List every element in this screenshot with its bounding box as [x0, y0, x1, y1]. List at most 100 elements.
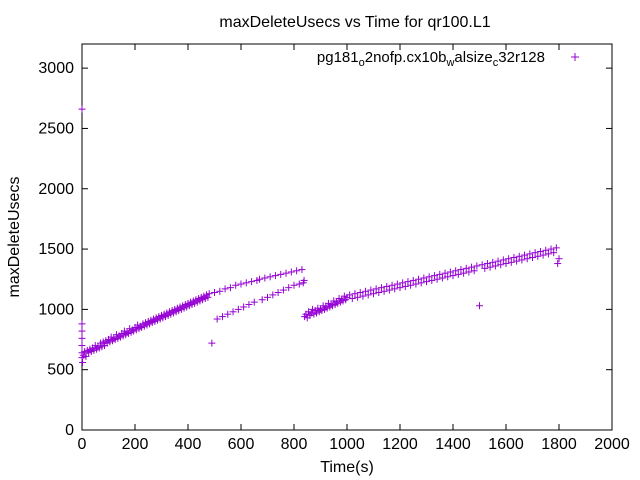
- data-point: [393, 280, 401, 288]
- data-point: [483, 260, 491, 268]
- data-point: [476, 302, 483, 310]
- data-point: [364, 291, 372, 299]
- data-point: [237, 280, 245, 288]
- data-point: [204, 293, 212, 301]
- data-point: [457, 266, 465, 274]
- data-point: [78, 334, 86, 342]
- data-point: [407, 281, 415, 289]
- x-axis-title: Time(s): [320, 459, 374, 476]
- data-point: [481, 264, 489, 272]
- plot-frame: [81, 43, 613, 431]
- data-point: [264, 293, 271, 301]
- data-point: [430, 272, 438, 280]
- x-tick-label: 800: [281, 436, 308, 453]
- data-point: [505, 255, 513, 263]
- data-point: [258, 296, 266, 304]
- y-axis-title: maxDeleteUsecs: [6, 177, 23, 298]
- data-point: [362, 287, 370, 295]
- data-point: [438, 274, 446, 282]
- data-point: [285, 284, 293, 292]
- data-point: [282, 269, 290, 277]
- data-point: [279, 286, 287, 294]
- data-point: [372, 285, 380, 293]
- data-point: [555, 255, 563, 263]
- y-tick-label: 2500: [38, 120, 74, 137]
- data-point: [213, 315, 221, 323]
- data-point: [354, 293, 362, 301]
- x-axis-ticks: 0 200 400 600 800 1000 1200 1400 1600 1800 2000: [78, 44, 630, 453]
- data-point: [441, 269, 449, 277]
- data-point: [82, 352, 90, 360]
- x-tick-label: 1600: [488, 436, 524, 453]
- data-point: [300, 276, 308, 284]
- y-tick-label: 0: [65, 422, 74, 439]
- data-point: [423, 278, 430, 286]
- x-tick-label: 1400: [435, 436, 471, 453]
- data-point: [554, 260, 562, 268]
- data-point: [216, 287, 224, 295]
- data-point: [404, 278, 412, 286]
- data-point: [78, 105, 86, 113]
- data-point: [425, 273, 433, 281]
- data-point: [234, 305, 242, 313]
- data-point: [552, 244, 560, 252]
- data-point: [478, 261, 486, 269]
- data-point: [250, 298, 258, 306]
- data-point: [529, 254, 536, 262]
- data-point: [385, 286, 393, 294]
- data-point: [348, 295, 356, 303]
- data-point: [370, 290, 377, 298]
- data-point: [78, 342, 86, 350]
- legend-series-label: pg181o2nofp.cx10bwalsizec32r128: [317, 49, 545, 69]
- x-tick-label: 1200: [382, 436, 418, 453]
- data-point: [444, 273, 452, 281]
- data-point: [391, 285, 399, 293]
- data-point: [460, 269, 468, 277]
- data-point: [433, 275, 441, 283]
- data-point: [409, 276, 417, 284]
- data-point: [428, 276, 436, 284]
- data-point: [290, 281, 298, 289]
- data-point: [494, 257, 502, 265]
- data-point: [287, 268, 295, 276]
- data-point: [536, 247, 544, 255]
- y-tick-label: 1500: [38, 241, 74, 258]
- data-point: [346, 291, 354, 299]
- data-point: [542, 246, 550, 254]
- data-point: [462, 264, 470, 272]
- data-point: [399, 279, 407, 287]
- data-point: [274, 288, 282, 296]
- data-point: [526, 250, 534, 258]
- data-point: [446, 268, 454, 276]
- data-point: [208, 339, 216, 347]
- x-tick-label: 0: [78, 436, 87, 453]
- data-point: [412, 280, 420, 288]
- data-point: [79, 358, 87, 366]
- data-point: [550, 249, 558, 257]
- data-point: [298, 266, 306, 274]
- data-point: [452, 267, 460, 275]
- data-point: [473, 262, 481, 270]
- data-point: [449, 272, 457, 280]
- data-point: [383, 282, 391, 290]
- data-point: [507, 258, 515, 266]
- data-point: [436, 270, 444, 278]
- data-point: [78, 320, 86, 328]
- data-point: [396, 284, 404, 292]
- data-point: [388, 281, 396, 289]
- data-point: [523, 255, 531, 263]
- data-point: [415, 275, 423, 283]
- data-point: [515, 252, 523, 260]
- data-point: [401, 282, 409, 290]
- data-point: [544, 250, 552, 258]
- data-point: [521, 251, 529, 259]
- x-tick-label: 400: [175, 436, 202, 453]
- data-point: [351, 290, 359, 298]
- data-point: [269, 291, 277, 299]
- data-point: [359, 292, 367, 300]
- y-tick-label: 3000: [38, 60, 74, 77]
- data-point: [261, 274, 269, 282]
- data-point: [547, 245, 555, 253]
- x-tick-label: 200: [122, 436, 149, 453]
